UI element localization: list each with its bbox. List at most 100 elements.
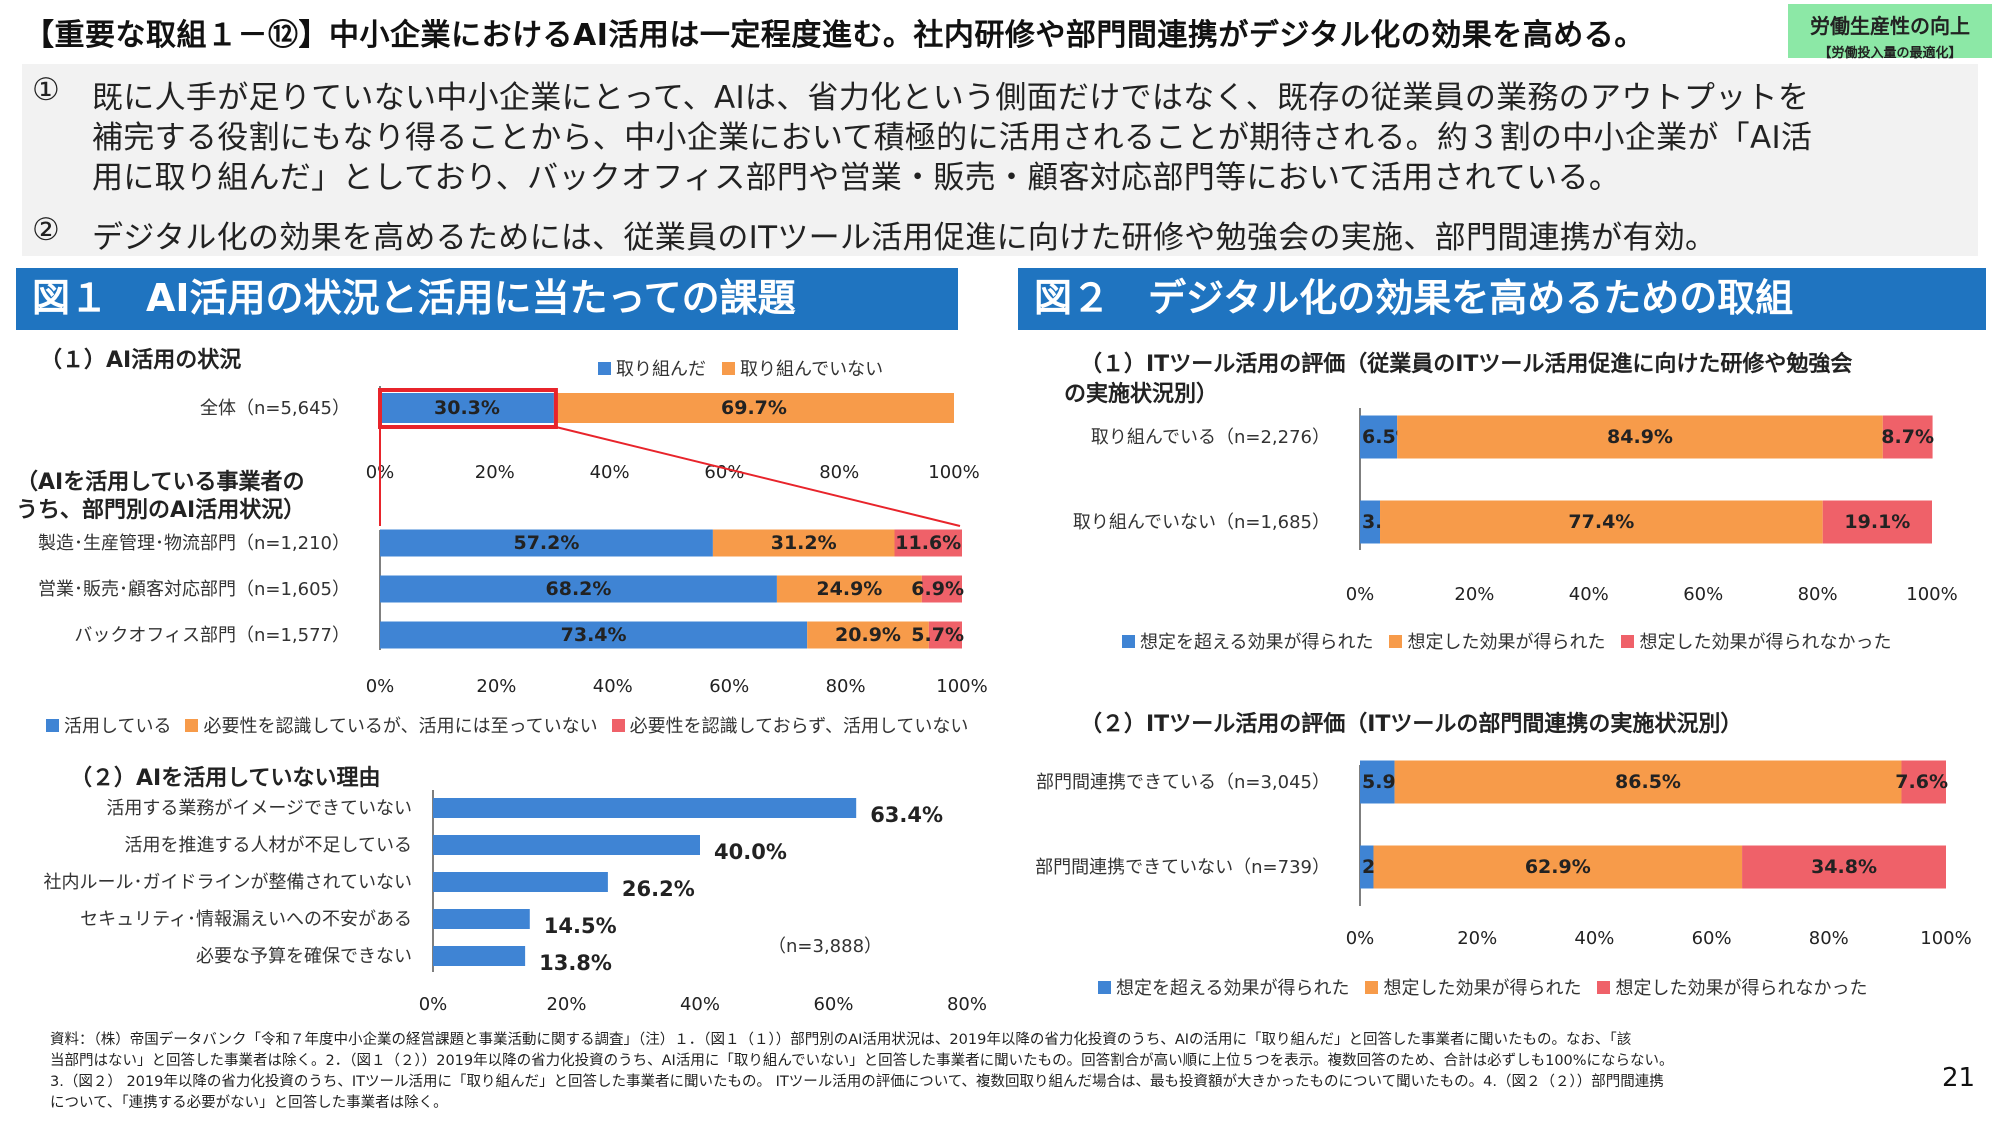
fig2-cross-data-label: 7.6% bbox=[1895, 771, 1948, 793]
fig1-reasons-data-label: 14.5% bbox=[544, 914, 617, 938]
fig1-overall-bar-segment bbox=[553, 393, 954, 423]
fig1-dept-bar-segment bbox=[894, 529, 962, 557]
source-note-line: 資料：（株）帝国データバンク「令和７年度中小企業の経営課題と事業活動に関する調査… bbox=[50, 1032, 1632, 1048]
fig2-training-tick-label: 40% bbox=[1569, 584, 1609, 605]
legend-label: 想定した効果が得られなかった bbox=[1615, 978, 1868, 999]
fig2-sub1-title-line2: の実施状況別） bbox=[1064, 382, 1219, 407]
fig2-cross-data-label: 34.8% bbox=[1811, 856, 1877, 878]
fig2-cross-tick-label: 80% bbox=[1809, 928, 1849, 949]
category-badge: 労働生産性の向上 【労働投入量の最適化】 bbox=[1788, 4, 1992, 61]
source-note-line: 3.（図２） 2019年以降の省力化投資のうち、ITツール活用に「取り組んだ」と… bbox=[50, 1074, 1664, 1090]
source-note-line: について、「連携する必要がない」と回答した事業者は除く。 bbox=[50, 1095, 448, 1111]
legend-label: 想定した効果が得られなかった bbox=[1639, 632, 1892, 653]
fig1-dept-bar-segment bbox=[776, 575, 922, 603]
fig1-overall-category-label: 全体（n=5,645） bbox=[200, 398, 350, 419]
fig1-dept-data-label: 20.9% bbox=[835, 624, 901, 646]
fig1-reasons-data-label: 40.0% bbox=[714, 840, 787, 864]
fig1-dept-bar-segment bbox=[928, 621, 962, 649]
legend-swatch-red bbox=[1621, 634, 1635, 648]
fig2-cross-bar-segment bbox=[1373, 845, 1743, 889]
legend-label: 想定した効果が得られた bbox=[1407, 632, 1606, 653]
summary-p1-line1: 既に人手が足りていない中小企業にとって、AIは、省力化という側面だけではなく、既… bbox=[92, 80, 1810, 116]
fig2-cross-bar-segment bbox=[1901, 760, 1946, 804]
fig1-dept-bar-segment bbox=[380, 621, 808, 649]
fig1-sub2-n: （n=3,888） bbox=[768, 936, 883, 957]
fig1-reasons-bar bbox=[433, 798, 857, 818]
fig1-dept-bar-segment bbox=[712, 529, 895, 557]
summary-box: ① 既に人手が足りていない中小企業にとって、AIは、省力化という側面だけではなく… bbox=[22, 64, 1978, 256]
fig1-dept-data-label: 6.9% bbox=[911, 578, 964, 600]
fig2-cross-bar-segment bbox=[1742, 845, 1946, 889]
fig1-dept-data-label: 24.9% bbox=[816, 578, 882, 600]
fig1-reasons-bar bbox=[433, 872, 608, 892]
fig2-training-tick-label: 0% bbox=[1346, 584, 1375, 605]
fig2-training-tick-label: 20% bbox=[1454, 584, 1494, 605]
fig2-training-bar-segment bbox=[1882, 415, 1933, 459]
fig2-sub1-title-line1: （１）ITツール活用の評価（従業員のITツール活用促進に向けた研修や勉強会 bbox=[1080, 352, 1853, 377]
fig2-cross-bar-segment bbox=[1394, 760, 1902, 804]
fig2-heading: 図２ デジタル化の効果を高めるための取組 bbox=[1018, 268, 1986, 330]
fig1-dept-tick-label: 80% bbox=[826, 676, 866, 697]
fig1-reasons-category-label: 活用する業務がイメージできていない bbox=[106, 798, 412, 819]
fig1-overall-tick-label: 80% bbox=[819, 462, 859, 483]
fig1-dept-data-label: 73.4% bbox=[561, 624, 627, 646]
fig1-reasons-category-label: 活用を推進する人材が不足している bbox=[125, 835, 412, 856]
fig2-cross-data-label: 86.5% bbox=[1615, 771, 1681, 793]
fig1-dept-tick-label: 40% bbox=[593, 676, 633, 697]
summary-p1-num: ① bbox=[32, 72, 61, 108]
fig2-training-data-label: 19.1% bbox=[1844, 511, 1910, 533]
fig1-reasons-tick-label: 20% bbox=[546, 994, 586, 1015]
fig1-heading: 図１ AI活用の状況と活用に当たっての課題 bbox=[16, 268, 958, 330]
fig1-reasons-tick-label: 0% bbox=[419, 994, 448, 1015]
fig1-overall-tick-label: 60% bbox=[704, 462, 744, 483]
fig1-reasons-bar bbox=[433, 835, 700, 855]
fig1-legend1: 取り組んだ 取り組んでいない bbox=[598, 355, 883, 381]
fig1-sub1-title2-line2: うち、部門別のAI活用状況） bbox=[16, 498, 306, 523]
fig2-training-tick-label: 100% bbox=[1906, 584, 1957, 605]
fig1-dept-category-label: 製造･生産管理･物流部門（n=1,210） bbox=[38, 533, 350, 554]
fig1-dept-data-label: 57.2% bbox=[513, 532, 579, 554]
fig2-cross-tick-label: 100% bbox=[1920, 928, 1971, 949]
legend-swatch-red bbox=[1597, 980, 1611, 994]
fig1-overall-data-label: 69.7% bbox=[721, 397, 787, 419]
fig2-training-bar-segment bbox=[1380, 500, 1823, 544]
fig1-reasons-data-label: 13.8% bbox=[539, 951, 612, 975]
legend-swatch-blue bbox=[598, 361, 611, 375]
legend-label: 必要性を認識しておらず、活用していない bbox=[629, 716, 969, 737]
fig2-cross-category-label: 部門間連携できていない（n=739） bbox=[1035, 857, 1330, 878]
fig2-training-bar-segment bbox=[1360, 415, 1398, 459]
badge-sub: 【労働投入量の最適化】 bbox=[1818, 46, 1962, 61]
fig1-dept-tick-label: 100% bbox=[936, 676, 987, 697]
fig1-reasons-bar bbox=[433, 946, 526, 966]
legend-label: 取り組んでいない bbox=[740, 359, 884, 380]
fig1-dept-bar-segment bbox=[380, 529, 713, 557]
fig2-training-category-label: 取り組んでいない（n=1,685） bbox=[1073, 512, 1330, 533]
legend-label: 取り組んだ bbox=[616, 359, 706, 380]
fig1-reasons-category-label: 必要な予算を確保できない bbox=[196, 946, 412, 967]
fig1-reasons-bar bbox=[433, 909, 530, 929]
summary-p1-line3: 用に取り組んだ」としており、バックオフィス部門や営業・販売・顧客対応部門等におい… bbox=[92, 160, 1621, 196]
fig2-legend1: 想定を超える効果が得られた 想定した効果が得られた 想定した効果が得られなかった bbox=[1122, 628, 1891, 654]
fig1-zoom-line bbox=[555, 426, 961, 527]
fig2-cross-bar-segment bbox=[1360, 760, 1395, 804]
fig2-cross-tick-label: 0% bbox=[1346, 928, 1375, 949]
fig2-training-bar-segment bbox=[1397, 415, 1883, 459]
fig1-overall-tick-label: 100% bbox=[928, 462, 979, 483]
fig1-overall-tick-label: 40% bbox=[590, 462, 630, 483]
summary-p2-num: ② bbox=[32, 212, 61, 248]
fig2-training-bar-segment bbox=[1822, 500, 1932, 544]
fig1-legend2: 活用している 必要性を認識しているが、活用には至っていない 必要性を認識しておら… bbox=[46, 712, 968, 738]
fig2-training-data-label: 77.4% bbox=[1568, 511, 1634, 533]
fig1-dept-data-label: 31.2% bbox=[771, 532, 837, 554]
fig2-training-tick-label: 80% bbox=[1798, 584, 1838, 605]
legend-swatch-orange bbox=[722, 361, 735, 375]
legend-label: 必要性を認識しているが、活用には至っていない bbox=[203, 716, 598, 737]
fig1-overall-data-label: 30.3% bbox=[434, 397, 500, 419]
legend-label: 想定を超える効果が得られた bbox=[1140, 632, 1374, 653]
fig1-overall-bar-segment bbox=[380, 393, 554, 423]
fig1-reasons-category-label: セキュリティ･情報漏えいへの不安がある bbox=[80, 909, 412, 930]
fig2-training-data-label: 84.9% bbox=[1607, 426, 1673, 448]
fig2-cross-tick-label: 60% bbox=[1692, 928, 1732, 949]
legend-swatch-blue bbox=[46, 718, 59, 732]
